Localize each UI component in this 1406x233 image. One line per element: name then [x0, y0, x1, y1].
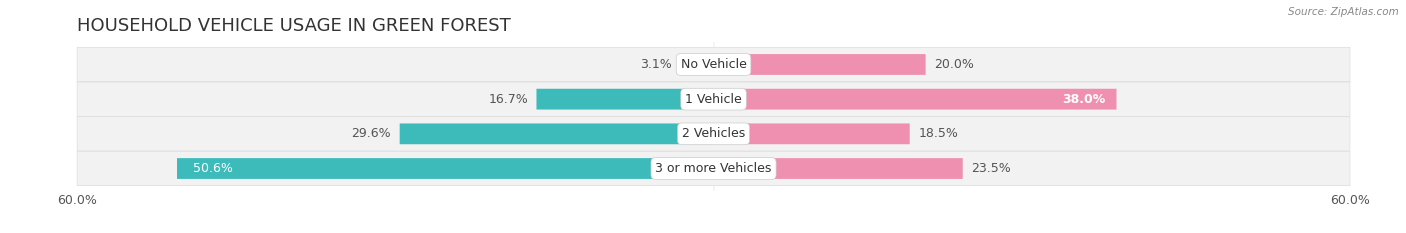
Text: HOUSEHOLD VEHICLE USAGE IN GREEN FOREST: HOUSEHOLD VEHICLE USAGE IN GREEN FOREST	[77, 17, 510, 35]
FancyBboxPatch shape	[714, 158, 963, 179]
Text: 29.6%: 29.6%	[352, 127, 391, 140]
FancyBboxPatch shape	[77, 47, 1350, 82]
Text: 20.0%: 20.0%	[934, 58, 974, 71]
FancyBboxPatch shape	[714, 89, 1116, 110]
Text: Source: ZipAtlas.com: Source: ZipAtlas.com	[1288, 7, 1399, 17]
FancyBboxPatch shape	[77, 151, 1350, 186]
FancyBboxPatch shape	[177, 158, 714, 179]
Text: 23.5%: 23.5%	[972, 162, 1011, 175]
Text: 3.1%: 3.1%	[641, 58, 672, 71]
FancyBboxPatch shape	[714, 54, 925, 75]
FancyBboxPatch shape	[399, 123, 714, 144]
FancyBboxPatch shape	[77, 117, 1350, 151]
Text: No Vehicle: No Vehicle	[681, 58, 747, 71]
FancyBboxPatch shape	[714, 123, 910, 144]
Text: 3 or more Vehicles: 3 or more Vehicles	[655, 162, 772, 175]
Text: 18.5%: 18.5%	[918, 127, 957, 140]
FancyBboxPatch shape	[537, 89, 714, 110]
FancyBboxPatch shape	[77, 82, 1350, 116]
FancyBboxPatch shape	[681, 54, 714, 75]
Text: 16.7%: 16.7%	[488, 93, 529, 106]
Text: 2 Vehicles: 2 Vehicles	[682, 127, 745, 140]
Text: 50.6%: 50.6%	[193, 162, 233, 175]
Text: 1 Vehicle: 1 Vehicle	[685, 93, 742, 106]
Text: 38.0%: 38.0%	[1063, 93, 1107, 106]
